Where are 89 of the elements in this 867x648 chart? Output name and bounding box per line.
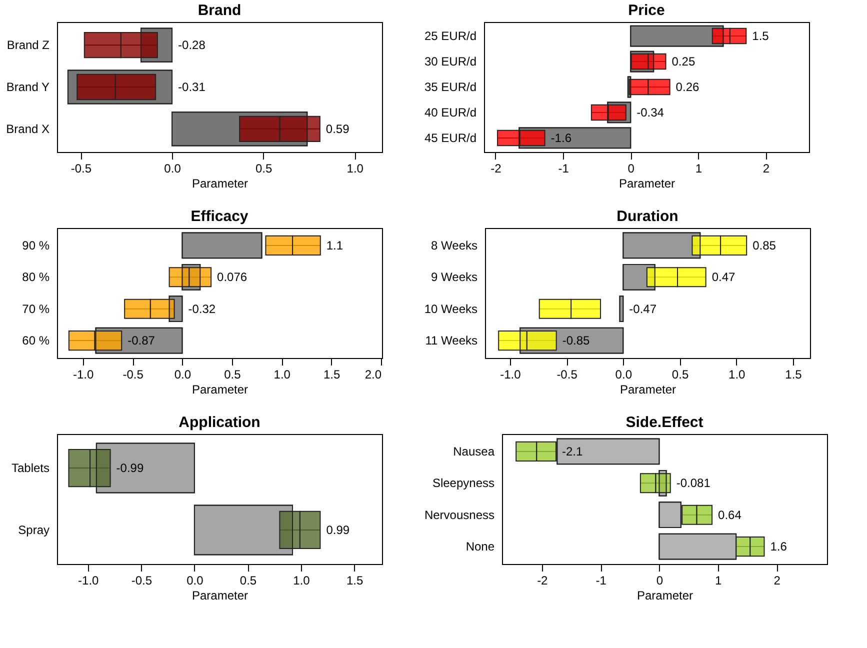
y-tick-label: Brand X xyxy=(6,122,50,136)
y-tick-label: None xyxy=(466,540,495,554)
y-tick-label: 80 % xyxy=(22,270,50,284)
x-tick-label: -2 xyxy=(490,162,502,176)
chart-title: Brand xyxy=(198,2,242,19)
y-tick-label: 8 Weeks xyxy=(431,238,478,252)
x-tick-label: 1.0 xyxy=(728,368,746,382)
x-tick-label: 0 xyxy=(656,574,664,588)
annotation: 0.59 xyxy=(326,122,350,136)
x-tick-label: 1.5 xyxy=(346,574,364,588)
x-tick-label: 0.5 xyxy=(672,368,689,382)
x-tick-label: 1 xyxy=(715,574,722,588)
annotation: -0.85 xyxy=(562,334,590,348)
y-tick-label: 30 EUR/d xyxy=(424,54,476,69)
x-tick-label: 1 xyxy=(695,162,702,176)
x-tick-label: -1 xyxy=(596,574,607,588)
y-tick-label: 90 % xyxy=(22,238,50,252)
annotation: -0.28 xyxy=(178,38,206,52)
x-tick-label: 1.0 xyxy=(274,368,291,382)
x-tick-label: -0.5 xyxy=(556,368,578,382)
annotation: 0.076 xyxy=(217,270,248,284)
y-tick-label: 60 % xyxy=(22,334,50,348)
chart-title: Application xyxy=(178,414,260,431)
x-axis-title: Parameter xyxy=(636,588,694,602)
chart-title: Side.Effect xyxy=(626,414,704,431)
x-tick-label: -0.5 xyxy=(122,368,144,382)
x-tick-label: 2.0 xyxy=(364,368,382,382)
x-tick-label: 1.0 xyxy=(293,574,310,588)
annotation: -0.87 xyxy=(128,334,156,348)
annotation: -0.31 xyxy=(178,80,206,94)
annotation: 0.47 xyxy=(712,270,736,284)
y-tick-label: 35 EUR/d xyxy=(424,80,476,94)
x-tick-label: 0.5 xyxy=(240,574,257,588)
x-tick-label: 1.5 xyxy=(785,368,802,382)
x-axis-title: Parameter xyxy=(192,176,248,190)
x-tick-label: 0.0 xyxy=(615,368,632,382)
y-tick-label: Nervousness xyxy=(424,508,494,522)
annotation: -0.99 xyxy=(116,461,144,476)
x-axis-title: Parameter xyxy=(618,176,676,190)
annotation: 0.85 xyxy=(752,238,776,252)
y-tick-label: 70 % xyxy=(22,302,50,316)
chart-title: Efficacy xyxy=(190,208,249,225)
chart-title: Price xyxy=(628,2,665,19)
x-tick-label: 0.0 xyxy=(174,368,192,382)
y-tick-label: 25 EUR/d xyxy=(424,29,476,44)
annotation: -0.47 xyxy=(629,302,657,316)
annotation: 0.25 xyxy=(672,54,696,69)
x-axis-title: Parameter xyxy=(620,382,676,396)
x-tick-label: 0.5 xyxy=(224,368,242,382)
y-tick-label: 45 EUR/d xyxy=(424,130,476,145)
y-tick-label: Brand Z xyxy=(6,38,50,52)
annotation: -0.34 xyxy=(636,105,664,120)
x-tick-label: 1.5 xyxy=(323,368,340,382)
annotation: 0.26 xyxy=(676,80,700,94)
x-axis-title: Parameter xyxy=(192,588,248,602)
y-tick-label: Spray xyxy=(18,522,50,537)
x-tick-label: 1.0 xyxy=(346,162,364,176)
y-tick-label: 40 EUR/d xyxy=(424,105,476,120)
y-tick-label: 11 Weeks xyxy=(425,334,478,348)
x-tick-label: -1.0 xyxy=(78,574,100,588)
annotation: -0.32 xyxy=(188,302,216,316)
y-tick-label: Sleepyness xyxy=(432,476,494,490)
y-tick-label: Nausea xyxy=(453,444,495,458)
annotation: 0.64 xyxy=(718,508,742,522)
x-tick-label: -1.0 xyxy=(72,368,94,382)
annotation: -0.081 xyxy=(676,476,711,490)
x-tick-label: -2 xyxy=(537,574,548,588)
chart-title: Duration xyxy=(616,208,678,225)
x-tick-label: 2 xyxy=(774,574,781,588)
x-tick-label: 0.5 xyxy=(255,162,272,176)
annotation: 1.5 xyxy=(752,29,770,44)
y-tick-label: 9 Weeks xyxy=(431,270,478,284)
annotation: -2.1 xyxy=(562,444,583,458)
annotation: 1.1 xyxy=(326,238,344,252)
annotation: -1.6 xyxy=(550,130,572,145)
y-tick-label: Brand Y xyxy=(6,80,50,94)
x-tick-label: -1 xyxy=(558,162,570,176)
annotation: 1.6 xyxy=(770,540,788,554)
x-tick-label: 2 xyxy=(762,162,770,176)
x-axis-title: Parameter xyxy=(192,382,248,396)
x-tick-label: -0.5 xyxy=(131,574,152,588)
x-tick-label: 0.0 xyxy=(186,574,204,588)
x-tick-label: 0 xyxy=(628,162,635,176)
y-tick-label: Tablets xyxy=(11,461,50,476)
y-tick-label: 10 Weeks xyxy=(424,302,478,316)
x-tick-label: 0.0 xyxy=(164,162,182,176)
x-tick-label: -0.5 xyxy=(70,162,92,176)
x-tick-label: -1.0 xyxy=(500,368,522,382)
annotation: 0.99 xyxy=(326,522,350,537)
